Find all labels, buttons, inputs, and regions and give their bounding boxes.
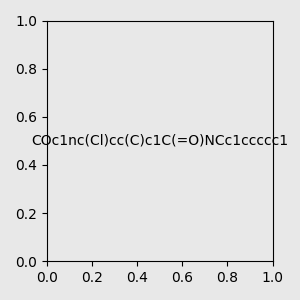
Text: COc1nc(Cl)cc(C)c1C(=O)NCc1ccccc1: COc1nc(Cl)cc(C)c1C(=O)NCc1ccccc1 [31, 134, 288, 148]
